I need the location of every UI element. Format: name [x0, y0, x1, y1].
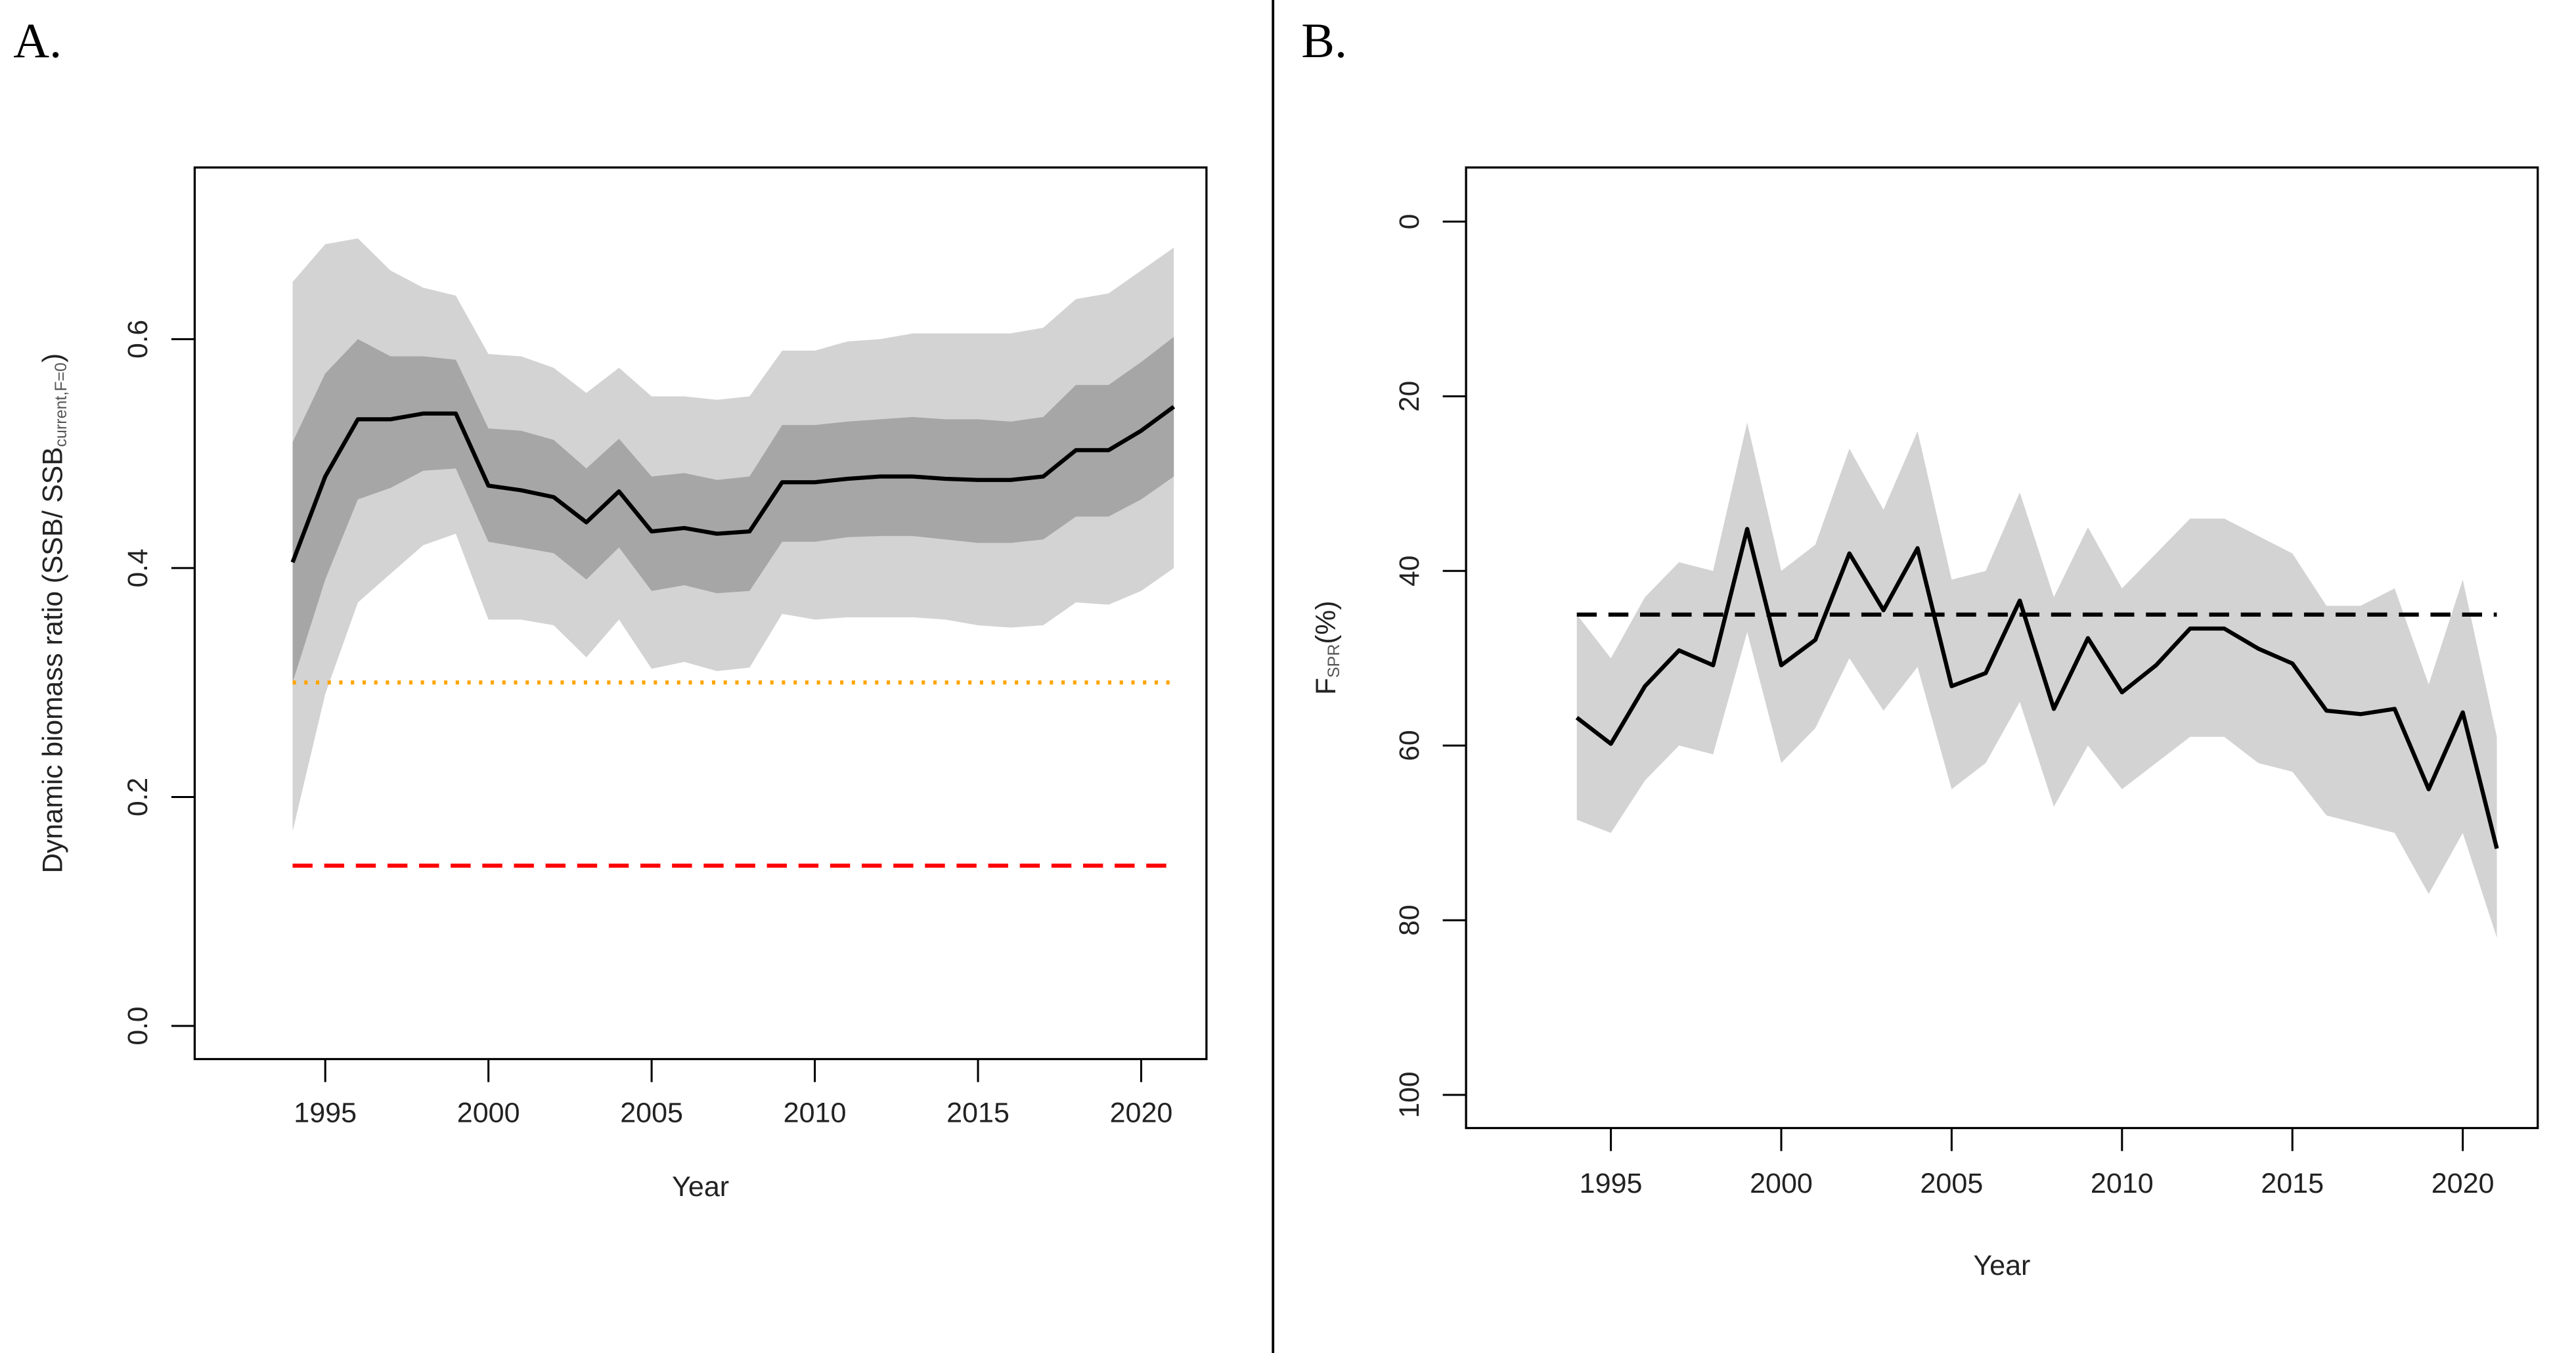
y-tick-label: 100: [1394, 1072, 1425, 1119]
x-tick-label: 2015: [2261, 1168, 2324, 1199]
confidence-band: [292, 336, 1174, 683]
x-tick-label: 2000: [457, 1098, 520, 1129]
x-tick-label: 2000: [1750, 1168, 1813, 1199]
x-tick-label: 1995: [294, 1098, 357, 1129]
y-tick-label: 60: [1394, 730, 1425, 761]
y-axis-title-part: SPR: [1324, 644, 1343, 678]
x-tick-label: 1995: [1580, 1168, 1643, 1199]
panel-label: A.: [13, 14, 62, 68]
y-axis-title-part: current,F=0: [51, 363, 70, 447]
y-axis-title: FSPR(%): [1310, 601, 1343, 695]
plot-frame: [193, 166, 1208, 1061]
panel-label: B.: [1301, 14, 1347, 68]
x-tick-label: 2020: [2432, 1168, 2495, 1199]
x-tick-label: 2010: [784, 1098, 847, 1129]
plot-frame: [1465, 166, 2539, 1130]
x-tick-label: 2015: [946, 1098, 1010, 1129]
y-tick-label: 0.4: [122, 548, 154, 587]
x-axis-title: Year: [1973, 1250, 2030, 1281]
y-tick-label: 0.2: [122, 778, 154, 816]
y-tick-label: 20: [1394, 381, 1425, 412]
y-axis-title: Dynamic biomass ratio (SSB/ SSBcurrent,F…: [37, 353, 70, 874]
y-axis-title-part: (%): [1310, 601, 1342, 644]
y-axis-title-part: Dynamic biomass ratio (SSB/ SSB: [37, 447, 69, 873]
x-axis-title: Year: [672, 1171, 729, 1203]
x-tick-label: 2005: [620, 1098, 683, 1129]
y-tick-label: 0.6: [122, 320, 154, 359]
x-tick-label: 2010: [2091, 1168, 2154, 1199]
data-line: [290, 405, 1176, 564]
y-tick-label: 0.0: [122, 1006, 154, 1045]
x-tick-label: 2020: [1110, 1098, 1173, 1129]
data-line: [1575, 527, 2499, 849]
x-tick-label: 2005: [1921, 1168, 1984, 1199]
confidence-band: [1576, 422, 2497, 938]
y-tick-label: 0: [1394, 214, 1425, 230]
y-tick-label: 40: [1394, 556, 1425, 587]
y-axis-title-part: ): [37, 353, 69, 363]
y-axis-title-part: F: [1310, 678, 1342, 695]
y-tick-label: 80: [1394, 904, 1425, 935]
